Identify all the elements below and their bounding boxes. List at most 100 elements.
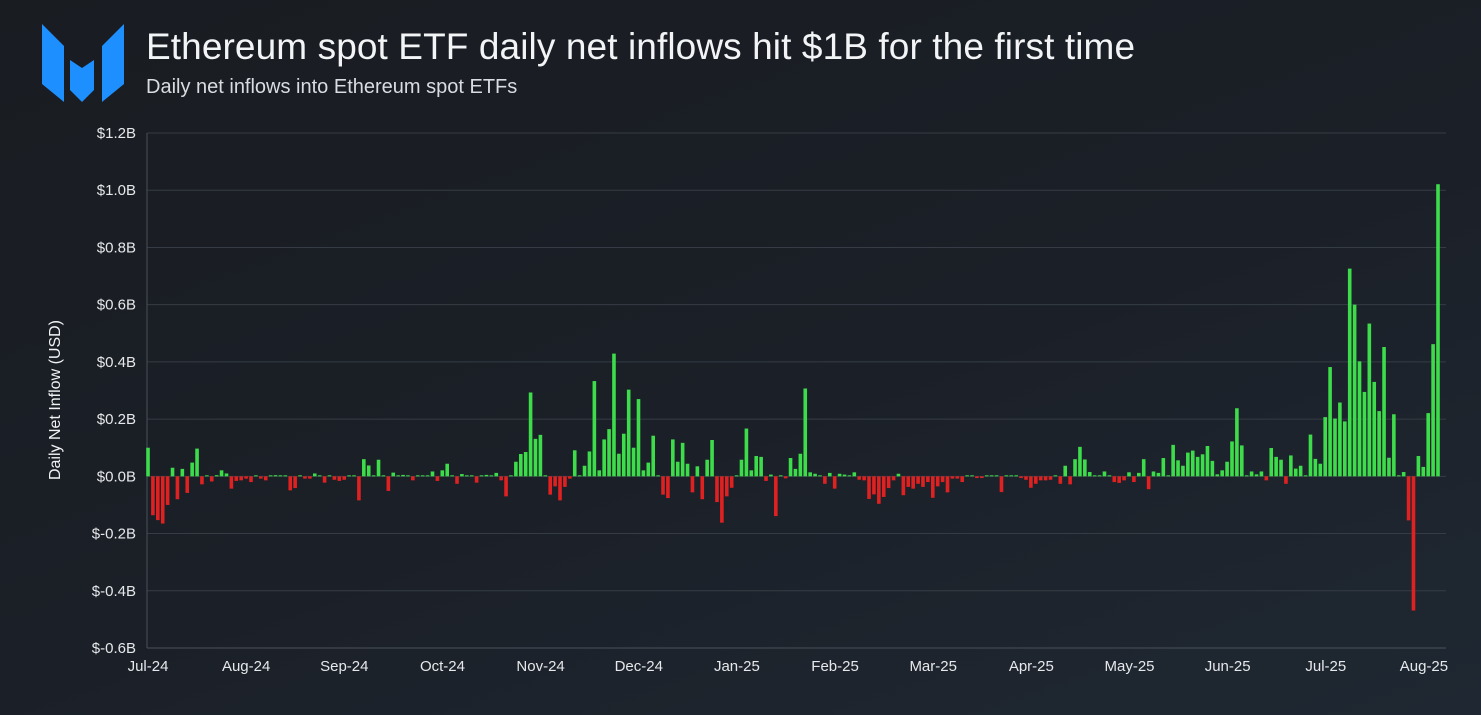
inflow-bar bbox=[680, 442, 685, 477]
inflow-bar bbox=[808, 472, 812, 477]
inflow-bar bbox=[798, 453, 803, 477]
outflow-bar bbox=[950, 476, 955, 479]
bars-layer bbox=[146, 184, 1440, 611]
outflow-bar bbox=[1146, 476, 1151, 490]
inflow-bar bbox=[1338, 402, 1342, 477]
inflow-bar bbox=[1009, 475, 1014, 477]
y-tick-label: $0.6B bbox=[97, 297, 136, 314]
y-tick-label: $0.2B bbox=[97, 411, 136, 428]
inflow-bar bbox=[401, 474, 405, 477]
x-tick-label: Apr-25 bbox=[1009, 658, 1054, 675]
inflow-bar bbox=[788, 458, 793, 477]
inflow-bar bbox=[803, 388, 808, 477]
outflow-bar bbox=[906, 476, 911, 487]
inflow-bar bbox=[597, 470, 602, 477]
brand-logo bbox=[42, 24, 124, 102]
outflow-bar bbox=[980, 476, 984, 479]
outflow-bar bbox=[1122, 476, 1126, 481]
outflow-bar bbox=[1132, 476, 1136, 483]
inflow-bar bbox=[1097, 475, 1102, 477]
outflow-bar bbox=[901, 476, 906, 496]
outflow-bar bbox=[886, 476, 891, 489]
outflow-bar bbox=[921, 476, 925, 487]
inflow-bar bbox=[656, 475, 660, 477]
inflow-bar bbox=[1279, 459, 1283, 477]
inflow-bar bbox=[1421, 466, 1426, 477]
inflow-bar bbox=[793, 468, 798, 477]
outflow-bar bbox=[877, 476, 881, 504]
inflow-bar bbox=[970, 475, 974, 477]
inflow-bar bbox=[1323, 417, 1327, 477]
inflow-bar bbox=[371, 475, 376, 477]
outflow-bar bbox=[774, 476, 778, 517]
outflow-bar bbox=[945, 476, 950, 493]
inflow-bar bbox=[1396, 475, 1401, 477]
outflow-bar bbox=[337, 476, 342, 481]
outflow-bar bbox=[1112, 476, 1117, 483]
inflow-bar bbox=[1313, 458, 1318, 477]
inflow-bar bbox=[1401, 472, 1406, 477]
inflow-bar bbox=[1127, 472, 1131, 477]
x-tick-label: Aug-25 bbox=[1400, 658, 1448, 675]
inflow-bar bbox=[1308, 434, 1313, 477]
outflow-bar bbox=[303, 476, 307, 479]
inflow-bar bbox=[352, 475, 356, 477]
inflow-bar bbox=[327, 475, 332, 477]
outflow-bar bbox=[160, 476, 165, 524]
inflow-bar bbox=[965, 475, 969, 477]
x-tick-label: Oct-24 bbox=[420, 658, 465, 675]
inflow-bar bbox=[695, 466, 700, 477]
inflow-bar bbox=[1102, 471, 1107, 477]
inflow-bar bbox=[391, 472, 396, 477]
inflow-bar bbox=[460, 474, 464, 477]
inflow-bar bbox=[685, 463, 690, 477]
inflow-bar bbox=[273, 475, 278, 477]
y-tick-label: $0.0B bbox=[97, 468, 136, 485]
inflow-bar bbox=[1141, 459, 1146, 477]
inflow-bar bbox=[1107, 475, 1112, 477]
outflow-bar bbox=[862, 476, 866, 481]
inflow-bar bbox=[1382, 347, 1386, 477]
inflow-bar bbox=[1014, 475, 1018, 477]
outflow-bar bbox=[322, 476, 327, 483]
outflow-bar bbox=[156, 476, 160, 521]
inflow-bar bbox=[827, 472, 832, 477]
inflow-bar bbox=[582, 465, 587, 477]
x-tick-label: Jul-25 bbox=[1305, 658, 1346, 675]
outflow-bar bbox=[1048, 476, 1053, 480]
inflow-bar bbox=[1249, 471, 1254, 477]
inflow-bar bbox=[1063, 465, 1068, 477]
outflow-bar bbox=[1117, 476, 1121, 483]
inflow-bar bbox=[818, 475, 822, 477]
inflow-bar bbox=[744, 428, 749, 477]
inflow-bar bbox=[587, 451, 592, 477]
outflow-bar bbox=[411, 476, 415, 481]
outflow-bar bbox=[916, 476, 920, 484]
inflow-bar bbox=[518, 454, 523, 477]
inflow-bar bbox=[1161, 458, 1166, 477]
outflow-bar bbox=[729, 476, 734, 488]
inflow-bar bbox=[1274, 456, 1278, 477]
outflow-bar bbox=[1284, 476, 1288, 484]
inflow-bar bbox=[612, 353, 616, 477]
y-tick-label: $-0.4B bbox=[92, 583, 136, 600]
inflow-bar bbox=[1352, 304, 1357, 477]
outflow-bar bbox=[455, 476, 459, 484]
inflow-bar bbox=[362, 459, 366, 477]
inflow-bar bbox=[528, 392, 533, 477]
outflow-bar bbox=[563, 476, 567, 487]
inflow-bar bbox=[254, 475, 258, 477]
outflow-bar bbox=[891, 476, 896, 481]
outflow-bar bbox=[175, 476, 180, 500]
inflow-bar bbox=[317, 475, 322, 477]
inflow-bar bbox=[1166, 475, 1171, 477]
inflow-bar bbox=[1078, 446, 1082, 477]
inflow-bar bbox=[749, 470, 754, 477]
x-tick-label: Sep-24 bbox=[320, 658, 368, 675]
outflow-bar bbox=[960, 476, 965, 483]
inflow-bar bbox=[1357, 361, 1362, 477]
x-tick-label: Jun-25 bbox=[1205, 658, 1251, 675]
inflow-bar bbox=[636, 399, 641, 477]
outflow-bar bbox=[867, 476, 871, 499]
inflow-bar bbox=[577, 475, 582, 477]
